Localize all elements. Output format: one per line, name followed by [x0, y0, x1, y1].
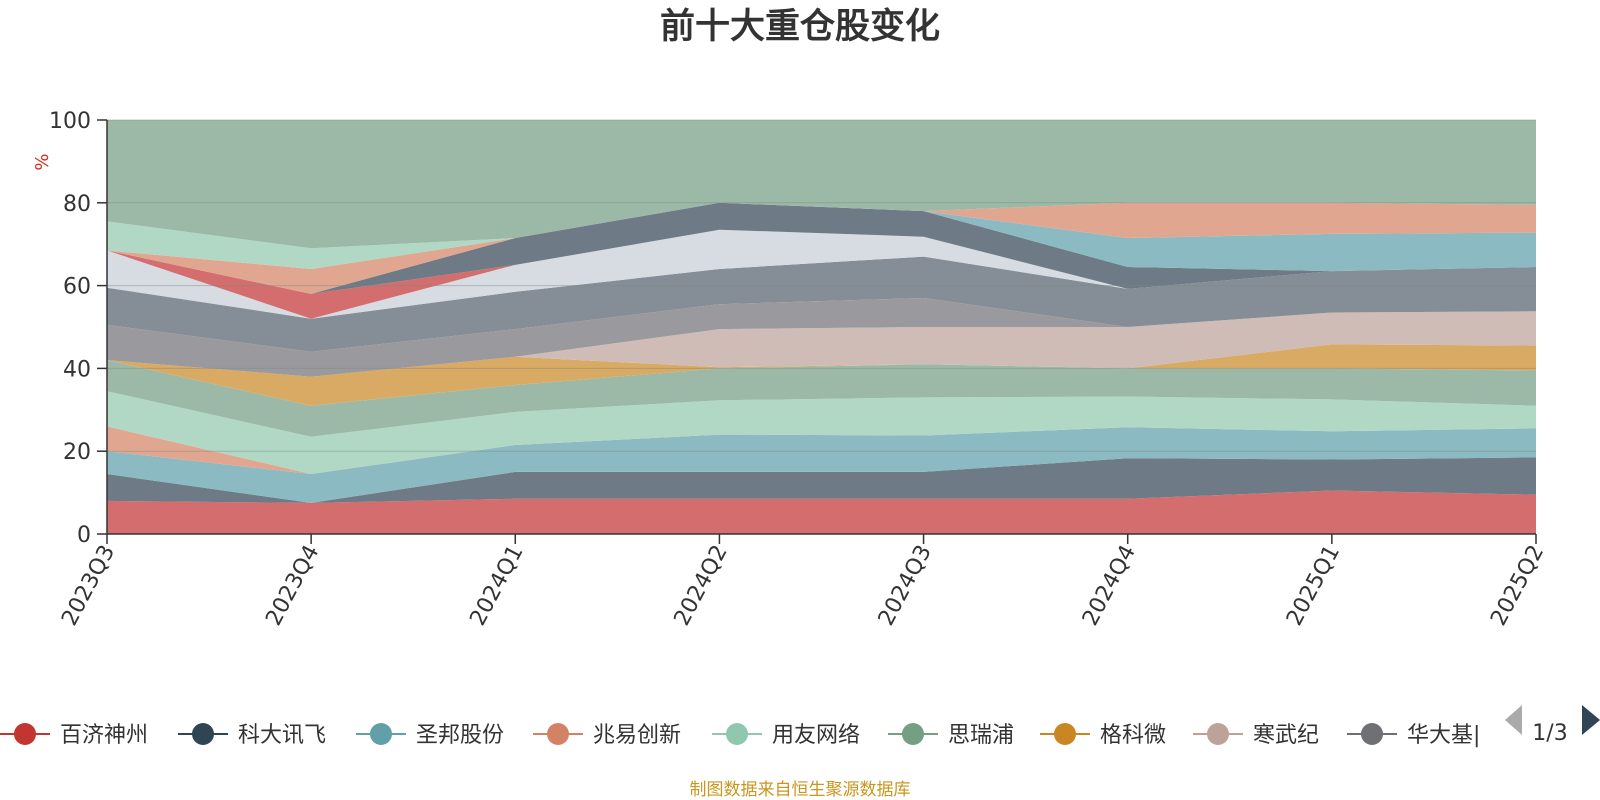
area-layer-10 [107, 229, 1536, 319]
legend-label: 寒武纪 [1253, 723, 1319, 748]
legend-item[interactable]: 兆易创新 [533, 723, 681, 748]
legend-item[interactable]: 思瑞浦 [888, 723, 1014, 748]
area-layer-2 [107, 427, 1536, 503]
y-tick-label-0: 0 [77, 523, 91, 548]
area-layer-8 [107, 298, 1536, 377]
area-layers [107, 120, 1536, 534]
y-tick-label-20: 20 [63, 440, 91, 465]
y-tick-label-80: 80 [63, 192, 91, 217]
page-indicator: 1/3 [1532, 721, 1567, 746]
area-layer-7 [107, 311, 1536, 377]
legend-marker-icon [1361, 723, 1383, 745]
legend-label: 用友网络 [772, 723, 860, 748]
area-layer-16 [107, 120, 1536, 249]
legend-marker-icon [547, 723, 569, 745]
axes [97, 119, 1537, 544]
area-layer-5 [107, 360, 1536, 437]
y-axis-unit: % [32, 153, 53, 170]
legend-marker-icon [192, 723, 214, 745]
legend-marker-icon [1207, 723, 1229, 745]
legend-marker-icon [726, 723, 748, 745]
area-layer-14 [107, 202, 1536, 294]
legend-item[interactable]: 科大讯飞 [178, 723, 326, 748]
x-tick-label-2: 2024Q1 [466, 541, 529, 630]
legend-label: 百济神州 [60, 723, 148, 748]
area-layer-4 [107, 391, 1536, 474]
legend-label: 思瑞浦 [948, 723, 1014, 748]
next-page-icon[interactable] [1582, 705, 1600, 735]
area-layer-13 [107, 202, 1536, 294]
area-layer-12 [107, 202, 1536, 294]
legend-marker-icon [370, 723, 392, 745]
x-tick-label-1: 2023Q4 [261, 541, 324, 630]
legend-label: 兆易创新 [593, 723, 681, 748]
x-tick-label-0: 2023Q3 [57, 541, 120, 630]
x-tick-label-7: 2025Q2 [1486, 541, 1549, 630]
prev-page-icon[interactable] [1505, 705, 1522, 735]
x-tick-label-3: 2024Q2 [670, 541, 733, 630]
legend-marker-icon [14, 723, 36, 745]
x-tick-labels: 2023Q3 2023Q4 2024Q1 2024Q2 2024Q3 2024Q4 2025… [57, 541, 1549, 630]
legend-label: 华大基| [1407, 723, 1480, 748]
x-tick-label-6: 2025Q1 [1282, 541, 1345, 630]
legend-marker-icon [1054, 723, 1076, 745]
chart-title: 前十大重仓股变化 [660, 7, 940, 47]
legend-item[interactable]: 百济神州 [0, 723, 148, 748]
area-layer-0 [107, 490, 1536, 534]
legend-label: 圣邦股份 [416, 723, 504, 748]
y-tick-labels: 0 20 40 60 80 100 [49, 109, 91, 548]
legend-item[interactable]: 格科微 [1040, 723, 1166, 748]
legend-item[interactable]: 寒武纪 [1193, 723, 1319, 748]
area-layer-15 [107, 202, 1536, 269]
legend-label: 科大讯飞 [238, 723, 326, 748]
y-tick-label-100: 100 [49, 109, 91, 134]
legend-item[interactable]: 圣邦股份 [356, 723, 504, 748]
data-source-note: 制图数据来自恒生聚源数据库 [690, 780, 911, 800]
x-tick-label-4: 2024Q3 [874, 541, 937, 630]
x-tick-label-5: 2024Q4 [1078, 541, 1141, 630]
legend-pager[interactable]: 1/3 [1505, 705, 1600, 746]
legend[interactable]: 百济神州 科大讯飞 圣邦股份 兆易创新 用友网络 思瑞浦 格科微 寒武纪 华大基| [0, 723, 1480, 748]
area-layer-1 [107, 457, 1536, 503]
legend-label: 格科微 [1100, 723, 1166, 748]
legend-item[interactable]: 华大基| [1347, 723, 1480, 748]
legend-marker-icon [902, 723, 924, 745]
area-layer-9 [107, 256, 1536, 352]
area-layer-6 [107, 344, 1536, 406]
legend-item[interactable]: 用友网络 [712, 723, 860, 748]
y-tick-label-40: 40 [63, 357, 91, 382]
y-tick-label-60: 60 [63, 275, 91, 300]
